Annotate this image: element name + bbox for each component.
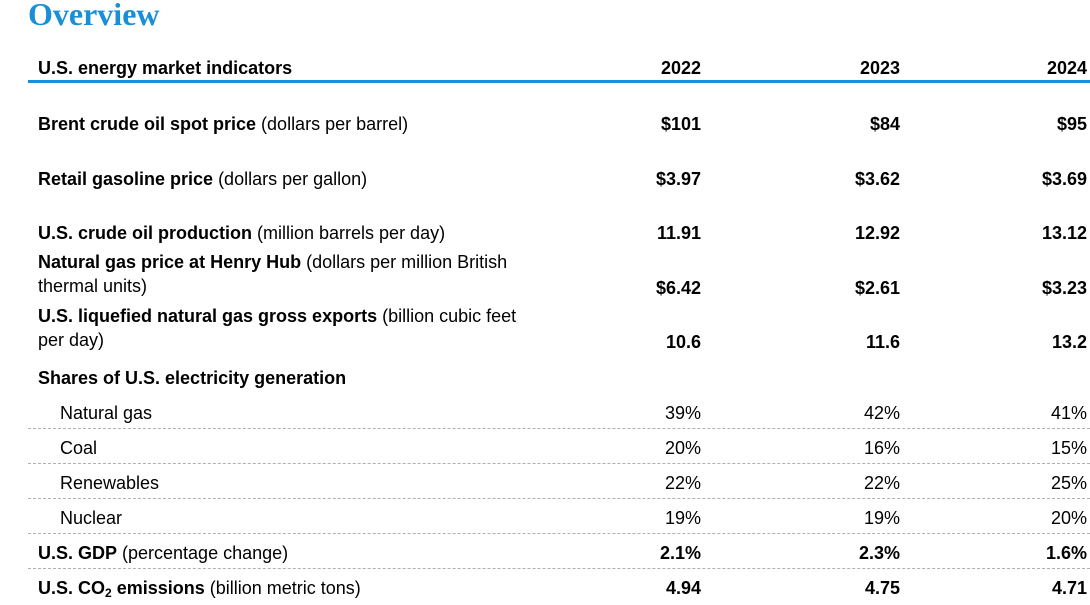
value-2024: 13.12 (1041, 223, 1087, 243)
value-2022: 11.91 (656, 223, 701, 243)
value-2024: 20% (1050, 508, 1087, 528)
row-label: Shares of U.S. electricity generation (38, 368, 347, 388)
row-divider (28, 428, 1090, 429)
row-label: Natural gas price at Henry Hub (dollars … (38, 252, 508, 296)
row-label: U.S. crude oil production (million barre… (38, 223, 446, 243)
row-label: U.S. CO2 emissions (billion metric tons) (38, 578, 361, 600)
value-2022: $101 (660, 114, 701, 134)
table-row-lng-exports: U.S. liquefied natural gas gross exports… (0, 304, 1090, 354)
value-2022: 20% (664, 438, 701, 458)
row-label: Nuclear (60, 508, 123, 528)
header-rule (28, 80, 1090, 83)
row-divider (28, 498, 1090, 499)
value-2024: 13.2 (1051, 332, 1087, 352)
value-2022: $3.97 (655, 169, 701, 189)
value-2023: 42% (863, 403, 900, 423)
table-header-label: U.S. energy market indicators (38, 58, 293, 78)
value-2022: 39% (664, 403, 701, 423)
value-2023: $2.61 (854, 278, 900, 298)
column-header-2024: 2024 (1046, 58, 1087, 78)
row-label: U.S. GDP (percentage change) (38, 543, 289, 563)
row-divider (28, 463, 1090, 464)
value-2024: $3.23 (1041, 278, 1087, 298)
value-2023: 11.6 (865, 332, 900, 352)
value-2022: 10.6 (665, 332, 701, 352)
value-2022: $6.42 (655, 278, 701, 298)
value-2024: $3.69 (1041, 169, 1087, 189)
value-2024: 1.6% (1045, 543, 1087, 563)
value-2024: $95 (1056, 114, 1087, 134)
row-label: Brent crude oil spot price (dollars per … (38, 114, 409, 134)
value-2023: 2.3% (858, 543, 900, 563)
value-2024: 4.71 (1051, 578, 1087, 598)
value-2023: 4.75 (864, 578, 900, 598)
column-header-2023: 2023 (859, 58, 900, 78)
page-title: Overview (28, 0, 160, 32)
value-2023: 19% (863, 508, 900, 528)
column-header-2022: 2022 (660, 58, 701, 78)
value-2024: 41% (1050, 403, 1087, 423)
value-2023: 22% (863, 473, 900, 493)
value-2023: 12.92 (854, 223, 900, 243)
row-label: Renewables (60, 473, 160, 493)
value-2024: 25% (1050, 473, 1087, 493)
value-2023: 16% (863, 438, 900, 458)
table-row-henry-hub: Natural gas price at Henry Hub (dollars … (0, 250, 1090, 300)
row-label: Retail gasoline price (dollars per gallo… (38, 169, 368, 189)
row-label: U.S. liquefied natural gas gross exports… (38, 306, 517, 350)
value-2022: 2.1% (659, 543, 701, 563)
value-2024: 15% (1050, 438, 1087, 458)
value-2023: $3.62 (854, 169, 900, 189)
row-divider (28, 533, 1090, 534)
row-label: Coal (60, 438, 98, 458)
row-divider (28, 568, 1090, 569)
row-label: Natural gas (60, 403, 153, 423)
value-2022: 22% (664, 473, 701, 493)
value-2023: $84 (869, 114, 900, 134)
value-2022: 4.94 (665, 578, 701, 598)
value-2022: 19% (664, 508, 701, 528)
